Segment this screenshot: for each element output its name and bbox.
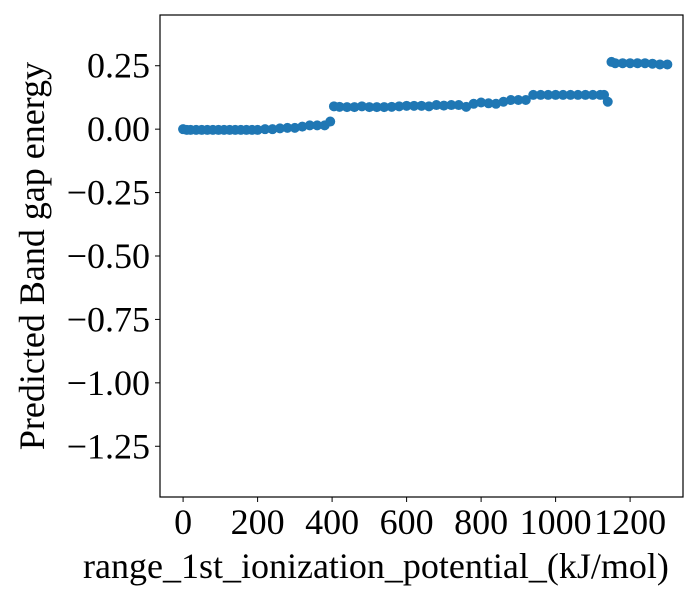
point (252, 124, 263, 135)
point (341, 102, 352, 113)
point (423, 101, 434, 112)
point (438, 100, 449, 111)
point (543, 89, 554, 100)
x-axis-label: range_1st_ionization_potential_(kJ/mol) (83, 546, 669, 586)
point (640, 58, 651, 69)
y-tick-label: −1.25 (67, 426, 150, 466)
point (394, 101, 405, 112)
point (513, 94, 524, 105)
point (401, 100, 412, 111)
y-tick-label: −0.50 (67, 236, 150, 276)
y-tick-label: −0.75 (67, 299, 150, 339)
point (379, 102, 390, 113)
y-axis-label: Predicted Band gap energy (12, 62, 52, 450)
point (476, 97, 487, 108)
x-tick-label: 200 (231, 502, 285, 542)
point (334, 101, 345, 112)
point (632, 58, 643, 69)
point (325, 116, 336, 127)
point (580, 89, 591, 100)
point (349, 102, 360, 113)
point (625, 58, 636, 69)
point (520, 94, 531, 105)
point (267, 124, 278, 135)
point (356, 101, 367, 112)
point (662, 59, 673, 70)
point (371, 102, 382, 113)
point (386, 101, 397, 112)
point (416, 100, 427, 111)
x-tick-label: 0 (174, 502, 192, 542)
y-tick-label: 0.25 (87, 46, 150, 86)
point (289, 122, 300, 133)
point (602, 96, 613, 107)
point (304, 120, 315, 131)
point (446, 100, 457, 111)
x-tick-label: 400 (305, 502, 359, 542)
point (260, 124, 271, 135)
point (558, 89, 569, 100)
point (654, 59, 665, 70)
point (550, 89, 561, 100)
x-tick-label: 800 (454, 502, 508, 542)
point (274, 123, 285, 134)
x-tick-label: 1200 (594, 502, 666, 542)
point (535, 89, 546, 100)
point (647, 58, 658, 69)
x-tick-label: 1000 (520, 502, 592, 542)
point (297, 121, 308, 132)
point (312, 120, 323, 131)
point (610, 58, 621, 69)
point (364, 102, 375, 113)
point (282, 122, 293, 133)
plot-frame (159, 14, 684, 498)
point (498, 96, 509, 107)
point (409, 100, 420, 111)
y-tick-label: −1.00 (67, 363, 150, 403)
point (587, 89, 598, 100)
y-tick-label: 0.00 (87, 109, 150, 149)
point (468, 98, 479, 109)
y-tick-label: −0.25 (67, 173, 150, 213)
point (483, 98, 494, 109)
point (617, 58, 628, 69)
point (528, 89, 539, 100)
x-tick-label: 600 (380, 502, 434, 542)
point (505, 94, 516, 105)
point (431, 100, 442, 111)
point (565, 89, 576, 100)
point (572, 89, 583, 100)
point (453, 100, 464, 111)
